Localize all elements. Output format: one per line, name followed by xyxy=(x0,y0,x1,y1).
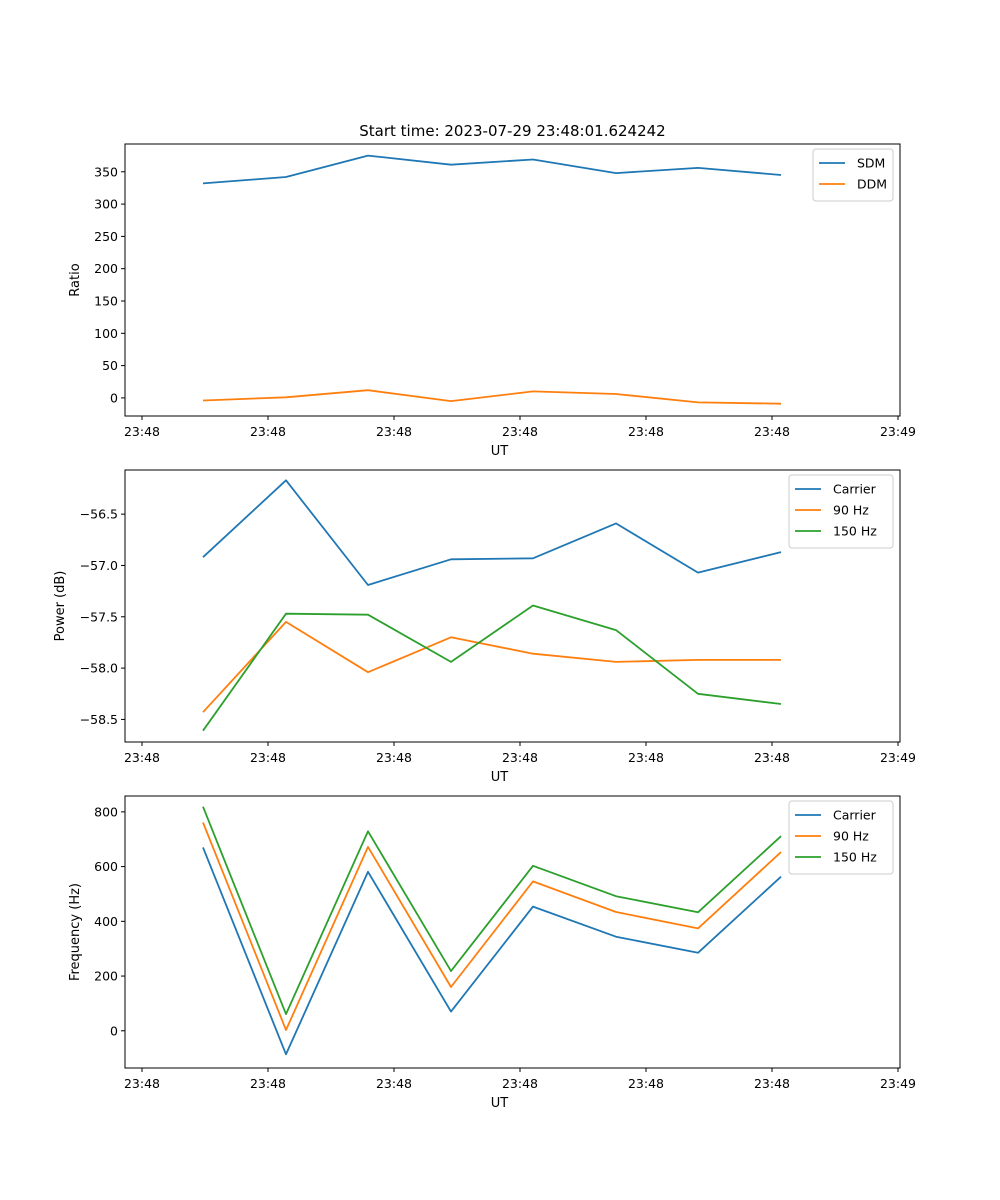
y-tick-label: −57.5 xyxy=(80,609,118,624)
x-tick-label: 23:48 xyxy=(628,750,664,765)
subplot-1: Start time: 2023-07-29 23:48:01.624242 0 5… xyxy=(68,122,916,459)
series-line-90-hz xyxy=(202,822,782,1031)
y-tick-label: 200 xyxy=(94,261,118,276)
legend-box xyxy=(788,474,894,549)
legend: Carrier 90 Hz 150 Hz xyxy=(788,474,894,549)
y-tick-label: 300 xyxy=(94,197,118,212)
x-tick-label: 23:48 xyxy=(502,1076,538,1091)
x-tick-label: 23:48 xyxy=(376,424,412,439)
x-tick-label: 23:48 xyxy=(124,424,160,439)
legend: SDM DDM xyxy=(812,148,894,202)
y-tick-label: 250 xyxy=(94,229,118,244)
y-tick-label: 600 xyxy=(94,859,118,874)
y-tick-label: 150 xyxy=(94,293,118,308)
y-tick-label: 800 xyxy=(94,804,118,819)
y-tick-label: 0 xyxy=(110,1023,118,1038)
y-tick-label: −58.0 xyxy=(80,661,118,676)
series-line-90-hz xyxy=(202,621,781,713)
x-tick-label: 23:48 xyxy=(754,750,790,765)
y-tick-label: 350 xyxy=(94,164,118,179)
series-line-sdm xyxy=(202,154,782,185)
x-tick-label: 23:49 xyxy=(880,750,916,765)
subplot-2: −58.5 −58.0 −57.5 −57.0 −56.5 23:48 23:48 23:48… xyxy=(53,469,916,785)
legend-label: DDM xyxy=(857,177,887,192)
x-axis-label: UT xyxy=(491,444,509,459)
x-tick-label: 23:48 xyxy=(502,750,538,765)
legend-label: 90 Hz xyxy=(833,503,869,518)
x-tick-label: 23:48 xyxy=(628,1076,664,1091)
x-tick-label: 23:48 xyxy=(250,1076,286,1091)
x-tick-label: 23:48 xyxy=(754,1076,790,1091)
legend-label: SDM xyxy=(857,156,885,171)
series-line-150-hz xyxy=(202,806,782,1015)
legend-label: Carrier xyxy=(833,482,877,497)
legend-label: 150 Hz xyxy=(833,524,877,539)
x-tick-label: 23:48 xyxy=(250,750,286,765)
x-tick-label: 23:48 xyxy=(250,424,286,439)
y-tick-label: 200 xyxy=(94,969,118,984)
x-axis-label: UT xyxy=(491,770,509,785)
axes-frame xyxy=(124,469,901,743)
x-tick-label: 23:48 xyxy=(376,750,412,765)
y-axis-label: Ratio xyxy=(68,263,83,296)
y-tick-label: 100 xyxy=(94,326,118,341)
series-line-carrier xyxy=(202,847,782,1056)
y-tick-label: −58.5 xyxy=(80,712,118,727)
x-tick-label: 23:48 xyxy=(754,424,790,439)
x-tick-label: 23:48 xyxy=(124,750,160,765)
x-tick-label: 23:48 xyxy=(628,424,664,439)
subplot-3: 0 200 400 600 800 23:48 23:48 23:48 23:48 23:48 23… xyxy=(68,795,916,1111)
axes-frame xyxy=(124,795,901,1069)
legend-label: Carrier xyxy=(833,808,877,823)
y-tick-label: 50 xyxy=(102,358,118,373)
x-tick-label: 23:48 xyxy=(124,1076,160,1091)
x-axis-label: UT xyxy=(491,1096,509,1111)
legend-box xyxy=(812,148,894,202)
x-tick-label: 23:48 xyxy=(376,1076,412,1091)
y-tick-label: −57.0 xyxy=(80,558,118,573)
y-axis-label: Frequency (Hz) xyxy=(68,883,83,981)
x-tick-label: 23:49 xyxy=(880,424,916,439)
legend-box xyxy=(788,800,894,875)
legend: Carrier 90 Hz 150 Hz xyxy=(788,800,894,875)
chart-title: Start time: 2023-07-29 23:48:01.624242 xyxy=(359,122,665,140)
legend-label: 150 Hz xyxy=(833,850,877,865)
y-axis-label: Power (dB) xyxy=(53,571,68,642)
axes-frame xyxy=(124,143,901,417)
y-tick-label: 400 xyxy=(94,914,118,929)
series-line-carrier xyxy=(202,479,782,586)
y-tick-label: 0 xyxy=(110,390,118,405)
y-tick-label: −56.5 xyxy=(80,507,118,522)
x-tick-label: 23:48 xyxy=(502,424,538,439)
legend-label: 90 Hz xyxy=(833,829,869,844)
series-line-ddm xyxy=(202,389,782,405)
series-line-150-hz xyxy=(202,604,782,732)
x-tick-label: 23:49 xyxy=(880,1076,916,1091)
